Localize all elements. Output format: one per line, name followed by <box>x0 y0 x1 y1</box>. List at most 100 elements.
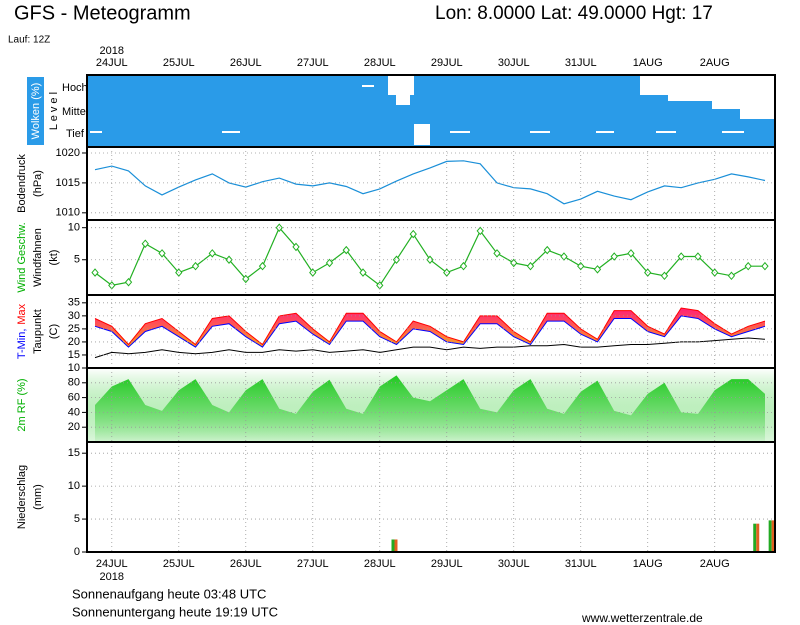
y-label: 2m RF (%) <box>16 378 28 431</box>
marker <box>510 258 518 268</box>
marker <box>292 242 300 252</box>
marker <box>91 268 99 277</box>
y-tick-label: 40 <box>68 406 80 418</box>
marker <box>727 271 736 281</box>
temp-band <box>95 308 765 348</box>
year: 2018 <box>100 45 124 57</box>
x-tick-label: 27JUL <box>297 57 329 69</box>
y-tick-label: 10 <box>68 222 80 234</box>
border <box>86 74 776 553</box>
year: 2018 <box>100 571 124 583</box>
y-tick-label: 1020 <box>56 147 80 159</box>
x-tick-label: 24JUL <box>96 57 128 69</box>
x-tick-label: 27JUL <box>297 558 329 570</box>
gap <box>396 95 410 105</box>
y-label: (hPa) <box>32 170 44 197</box>
marker <box>141 239 149 248</box>
level-name: Mittel <box>62 106 88 118</box>
title: GFS - Meteogramm <box>14 2 191 24</box>
marker <box>258 261 267 271</box>
marks <box>391 520 775 552</box>
marker <box>459 261 468 271</box>
y-tick-label: 35 <box>68 297 80 309</box>
panel: 0 5 10 15 Niederschlag (mm) <box>16 442 775 558</box>
gap <box>722 131 744 133</box>
level-label: L e v e l <box>48 92 60 130</box>
marker <box>242 274 250 284</box>
marks <box>87 368 775 442</box>
y-tick-label: 20 <box>68 336 80 348</box>
y-label: (C) <box>48 324 60 339</box>
gap <box>388 75 414 95</box>
gap <box>596 131 614 133</box>
level-name: Tief <box>66 128 85 140</box>
marker <box>493 249 501 258</box>
source: www.wetterzentrale.de <box>581 611 703 625</box>
bar <box>753 523 757 552</box>
x-tick-label: 31JUL <box>565 558 597 570</box>
gap <box>222 131 240 133</box>
gap <box>712 101 775 109</box>
marker <box>627 249 635 258</box>
y-tick-label: 1015 <box>56 177 80 189</box>
line <box>94 160 766 205</box>
y-tick-label: 5 <box>74 513 80 525</box>
marker <box>208 249 216 258</box>
marker <box>426 255 434 265</box>
y-label: T-Min, Max <box>16 303 28 359</box>
marks <box>94 160 766 205</box>
x-tick-label: 26JUL <box>230 57 262 69</box>
x-tick-label: 30JUL <box>498 558 530 570</box>
marker <box>593 265 602 274</box>
gap <box>362 85 374 87</box>
x-tick-label: 24JUL <box>96 558 128 570</box>
marker <box>225 255 233 265</box>
y-tick-label: 20 <box>68 421 80 433</box>
marker <box>694 252 702 261</box>
bar <box>771 520 775 552</box>
x-tick-label: 28JUL <box>364 57 396 69</box>
marks <box>94 307 766 359</box>
panel: 20 40 60 80 2m RF (%) <box>16 368 775 442</box>
y-tick-label: 10 <box>68 480 80 492</box>
y-label: (mm) <box>32 484 44 510</box>
sunrise: Sonnenaufgang heute 03:48 UTC <box>72 586 266 601</box>
marker <box>392 255 401 265</box>
y-tick-label: 15 <box>68 447 80 459</box>
x-tick-label: 1AUG <box>633 558 663 570</box>
y-tick-label: 60 <box>68 392 80 404</box>
bar <box>768 520 772 552</box>
y-tick-label: 15 <box>68 349 80 361</box>
marker <box>577 261 585 271</box>
marker <box>610 252 618 261</box>
marker <box>325 258 334 268</box>
area <box>95 375 765 442</box>
gap <box>656 131 676 133</box>
y-label-part: T-Min, <box>16 329 28 360</box>
gap <box>530 131 550 133</box>
gap <box>668 95 775 101</box>
gap <box>90 131 102 133</box>
marker <box>342 245 350 255</box>
line <box>94 315 766 348</box>
marker <box>526 261 535 271</box>
x-tick-label: 25JUL <box>163 558 195 570</box>
marker <box>124 277 133 287</box>
level-name: Hoch <box>62 82 88 94</box>
gap <box>450 131 470 133</box>
x-tick-label: 2AUG <box>700 57 730 69</box>
gap <box>414 124 430 145</box>
line <box>94 307 766 346</box>
frame <box>86 74 776 553</box>
y-tick-label: 25 <box>68 323 80 335</box>
y-label-part: Max <box>16 303 28 324</box>
bar <box>394 539 398 552</box>
bar <box>391 539 395 552</box>
x-tick-label: 28JUL <box>364 558 396 570</box>
marker <box>543 245 551 255</box>
y-label: Windfahnen <box>32 228 44 287</box>
x-tick-label: 1AUG <box>633 57 663 69</box>
